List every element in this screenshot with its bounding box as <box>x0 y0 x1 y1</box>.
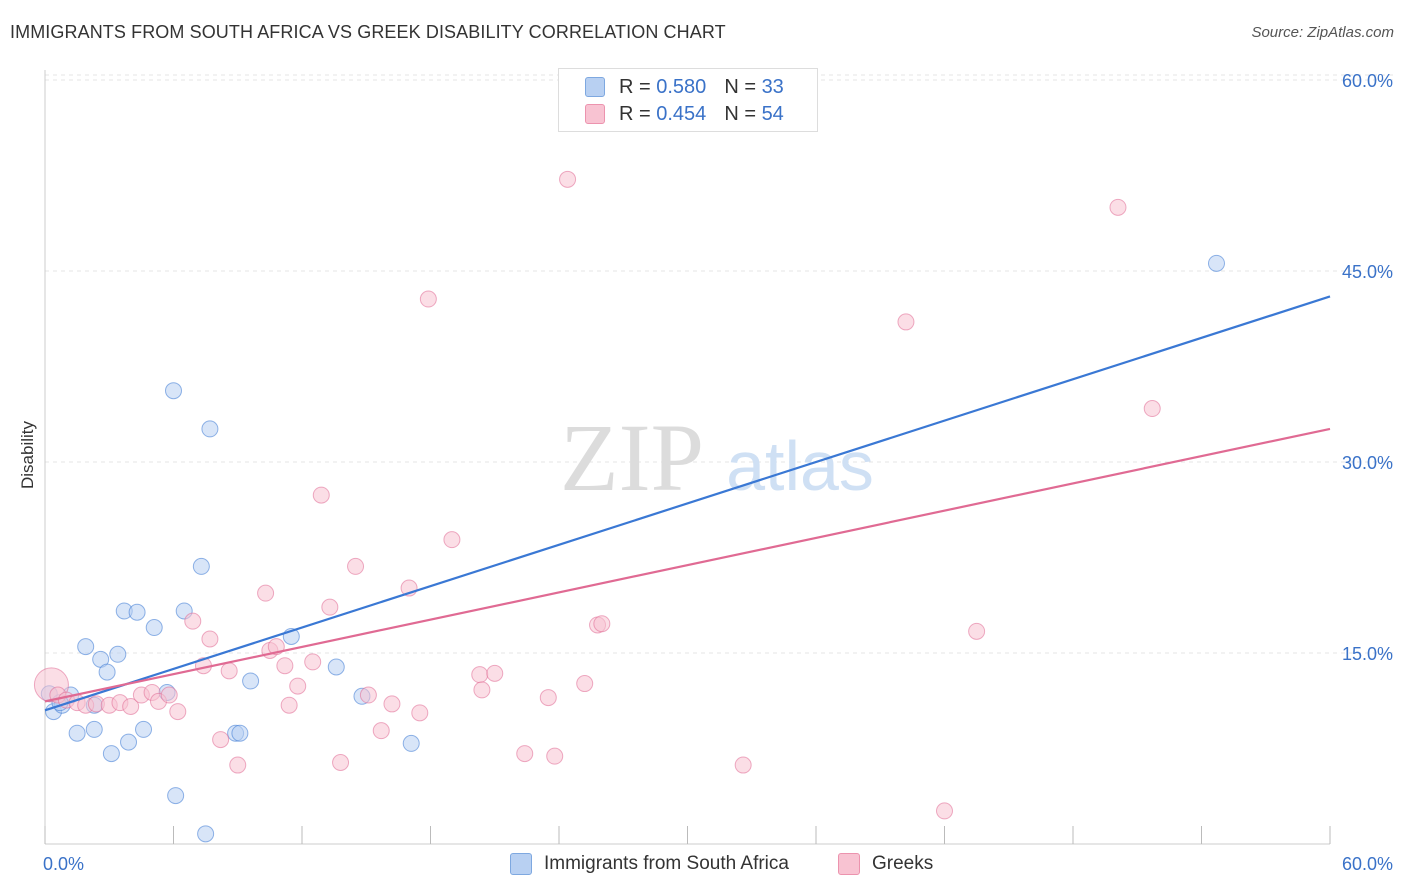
south-africa-point <box>242 672 260 690</box>
tick-labels: 15.0% 30.0% 45.0% 60.0% 0.0% 60.0% <box>43 71 1393 874</box>
south-africa-point <box>145 619 163 637</box>
south-africa-point <box>102 745 120 763</box>
greeks-point <box>304 653 322 671</box>
y-tick-label: 60.0% <box>1342 71 1393 91</box>
greeks-point <box>539 689 557 707</box>
greeks-point <box>184 612 202 630</box>
greeks-point <box>383 695 401 713</box>
greeks-point <box>257 584 275 602</box>
legend-swatch-greeks <box>585 104 605 124</box>
greeks-point <box>593 615 611 633</box>
greeks-point <box>289 677 307 695</box>
south-africa-point <box>201 420 219 438</box>
greeks-point <box>576 675 594 693</box>
legend-row-greeks: R = 0.454 N = 54 <box>585 102 784 126</box>
y-tick-label: 15.0% <box>1342 644 1393 664</box>
greeks-point <box>516 745 534 763</box>
greeks-point <box>559 170 577 188</box>
y-tick-label: 45.0% <box>1342 262 1393 282</box>
legend-n-label: N = <box>724 75 756 98</box>
greeks-trend-line <box>44 427 1331 703</box>
legend-n-value: 54 <box>761 102 784 125</box>
greeks-point <box>160 686 178 704</box>
greeks-point <box>443 531 461 549</box>
greeks-point <box>486 664 504 682</box>
grid-lines <box>45 74 1395 654</box>
series-swatch-greeks <box>838 853 860 875</box>
axes <box>44 70 1331 845</box>
greeks-point <box>321 598 339 616</box>
legend-r-value: 0.580 <box>656 75 707 98</box>
greeks-point <box>332 754 350 772</box>
south-africa-trend-line <box>44 295 1331 712</box>
series-legend-south-africa: Immigrants from South Africa <box>510 852 789 876</box>
x-tick-label: 60.0% <box>1342 854 1393 874</box>
south-africa-point <box>1207 254 1225 272</box>
south-africa-point <box>109 645 127 663</box>
greeks-point <box>347 557 365 575</box>
legend-n-value: 33 <box>761 75 784 98</box>
trend-lines <box>44 295 1331 712</box>
south-africa-point <box>68 724 86 742</box>
y-tick-label: 30.0% <box>1342 453 1393 473</box>
greeks-point <box>276 657 294 675</box>
greeks-point <box>546 747 564 765</box>
greeks-point <box>169 703 187 721</box>
greeks-point <box>734 756 752 774</box>
correlation-legend: R = 0.580 N = 33 R = 0.454 N = 54 <box>558 68 818 132</box>
greeks-point <box>312 486 330 504</box>
legend-r-label: R = <box>619 75 651 98</box>
south-africa-point <box>327 658 345 676</box>
greeks-point <box>968 622 986 640</box>
south-africa-point <box>128 603 146 621</box>
series-label-south-africa: Immigrants from South Africa <box>544 853 789 874</box>
legend-r-label: R = <box>619 102 651 125</box>
greeks-point <box>1109 198 1127 216</box>
greeks-point <box>936 802 953 820</box>
greeks-point <box>122 697 140 715</box>
south-africa-point <box>231 724 249 742</box>
chart-source: Source: ZipAtlas.com <box>1251 24 1394 41</box>
south-africa-point <box>192 557 210 575</box>
watermark-zip: ZIP <box>560 404 704 511</box>
south-africa-point <box>77 638 95 656</box>
greeks-point <box>229 756 247 774</box>
greeks-point <box>473 681 491 699</box>
x-tick-label: 0.0% <box>43 854 84 874</box>
series-label-greeks: Greeks <box>872 853 934 874</box>
greeks-point <box>419 290 437 308</box>
series-legend-greeks: Greeks <box>838 852 933 876</box>
south-africa-point <box>167 787 185 805</box>
south-africa-point <box>402 734 420 752</box>
legend-swatch-south-africa <box>585 77 605 97</box>
legend-row-south-africa: R = 0.580 N = 33 <box>585 75 784 99</box>
south-africa-point <box>120 733 138 751</box>
south-africa-point <box>197 825 215 843</box>
greeks-point <box>201 630 219 648</box>
greeks-point <box>212 731 230 749</box>
greeks-point <box>372 722 390 740</box>
greeks-point <box>411 704 429 722</box>
south-africa-point <box>165 382 182 400</box>
legend-n-label: N = <box>724 102 756 125</box>
legend-r-value: 0.454 <box>656 102 707 125</box>
series-swatch-south-africa <box>510 853 532 875</box>
south-africa-point <box>135 720 153 738</box>
greeks-point <box>897 313 915 331</box>
greeks-point <box>359 686 377 704</box>
greeks-point <box>220 662 238 680</box>
chart-title: IMMIGRANTS FROM SOUTH AFRICA VS GREEK DI… <box>10 22 726 42</box>
greeks-point <box>280 696 298 714</box>
south-africa-point <box>85 720 103 738</box>
south-africa-point <box>98 663 116 681</box>
greeks-point <box>1143 400 1161 418</box>
greeks-point <box>471 666 489 684</box>
